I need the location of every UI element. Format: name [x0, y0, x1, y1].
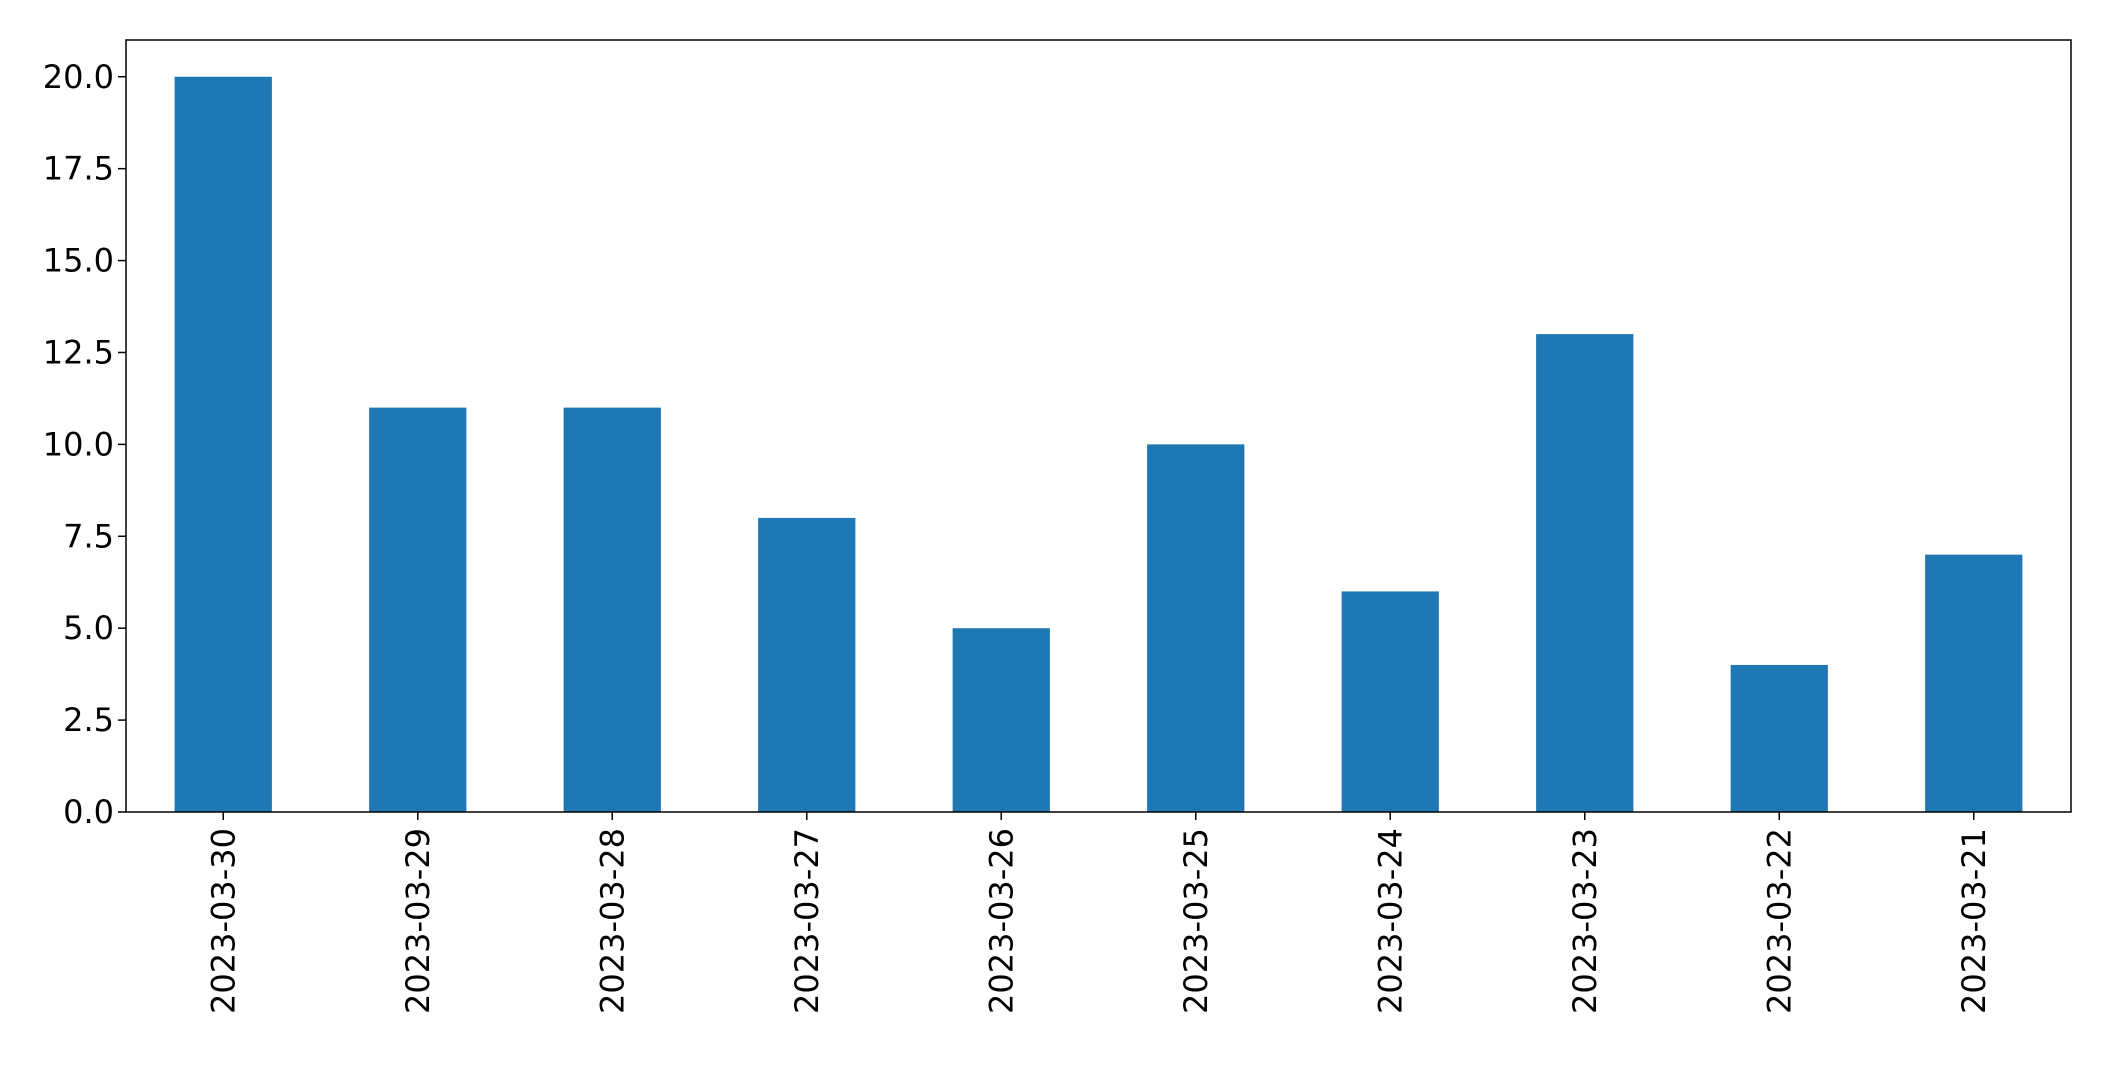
- y-tick-label: 17.5: [43, 150, 114, 188]
- bar-2023-03-25: [1147, 444, 1245, 812]
- x-tick-label: 2023-03-25: [1177, 828, 1215, 1014]
- x-tick-label: 2023-03-26: [982, 828, 1020, 1014]
- x-tick-label: 2023-03-24: [1371, 828, 1409, 1014]
- x-tick-label: 2023-03-28: [593, 828, 631, 1014]
- y-tick-label: 5.0: [63, 609, 114, 647]
- bars-layer: [174, 76, 2023, 812]
- y-tick-label: 10.0: [43, 425, 114, 463]
- bar-2023-03-22: [1730, 664, 1828, 812]
- x-tick-label: 2023-03-29: [399, 828, 437, 1014]
- x-tick-label: 2023-03-23: [1566, 828, 1604, 1014]
- bar-2023-03-21: [1925, 554, 2023, 812]
- x-tick-label: 2023-03-22: [1760, 828, 1798, 1014]
- bar-2023-03-30: [174, 76, 272, 812]
- x-tick-label: 2023-03-27: [788, 828, 826, 1014]
- bar-2023-03-24: [1341, 591, 1439, 812]
- y-tick-label: 0.0: [63, 793, 114, 831]
- bar-2023-03-27: [758, 517, 856, 812]
- y-tick-label: 7.5: [63, 517, 114, 555]
- bar-2023-03-23: [1536, 334, 1634, 812]
- y-axis: 0.0 2.5 5.0 7.5 10.0 12.5 15.0 17.5 20.0: [43, 58, 126, 831]
- y-tick-label: 2.5: [63, 701, 114, 739]
- x-tick-label: 2023-03-21: [1955, 828, 1993, 1014]
- bar-2023-03-28: [563, 407, 661, 812]
- x-tick-label: 2023-03-30: [204, 828, 242, 1014]
- plot-frame: [125, 39, 2072, 813]
- y-tick-label: 15.0: [43, 242, 114, 280]
- y-tick-label: 20.0: [43, 58, 114, 96]
- bar-2023-03-26: [952, 628, 1050, 812]
- x-axis: 2023-03-30 2023-03-29 2023-03-28 2023-03-27…: [204, 812, 1993, 1014]
- y-tick-label: 12.5: [43, 333, 114, 371]
- bar-2023-03-29: [369, 407, 467, 812]
